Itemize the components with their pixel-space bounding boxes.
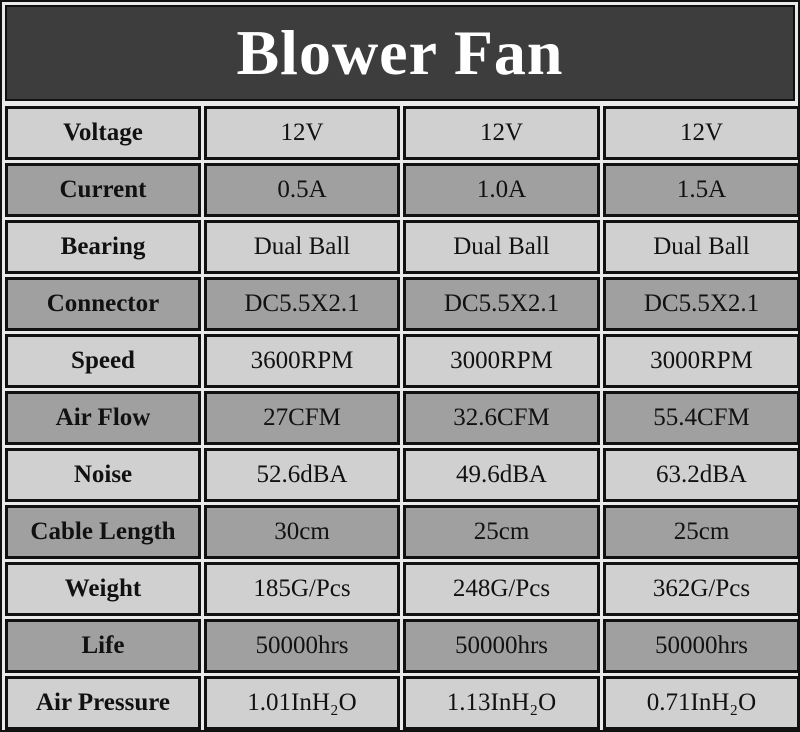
table-cell: 0.71InH₂O: [603, 676, 800, 730]
table-cell: 25cm: [403, 505, 600, 559]
table-cell: Dual Ball: [603, 220, 800, 274]
table-cell: 50000hrs: [204, 619, 400, 673]
row-label: Weight: [5, 562, 201, 616]
row-label: Air Flow: [5, 391, 201, 445]
row-label: Connector: [5, 277, 201, 331]
table-cell: 185G/Pcs: [204, 562, 400, 616]
table-cell: 12V: [403, 106, 600, 160]
row-label: Life: [5, 619, 201, 673]
table-cell: 1.5A: [603, 163, 800, 217]
table-cell: 50000hrs: [603, 619, 800, 673]
row-label: Bearing: [5, 220, 201, 274]
table-cell: 27CFM: [204, 391, 400, 445]
table-cell: 3600RPM: [204, 334, 400, 388]
table-cell: 362G/Pcs: [603, 562, 800, 616]
table-cell: 12V: [204, 106, 400, 160]
row-label: Noise: [5, 448, 201, 502]
page-title: Blower Fan: [5, 5, 795, 101]
row-label: Speed: [5, 334, 201, 388]
row-label: Air Pressure: [5, 676, 201, 730]
row-label: Current: [5, 163, 201, 217]
table-cell: 3000RPM: [603, 334, 800, 388]
table-cell: Dual Ball: [403, 220, 600, 274]
table-cell: DC5.5X2.1: [603, 277, 800, 331]
table-cell: 248G/Pcs: [403, 562, 600, 616]
table-cell: Dual Ball: [204, 220, 400, 274]
table-cell: 3000RPM: [403, 334, 600, 388]
table-cell: 50000hrs: [403, 619, 600, 673]
table-cell: DC5.5X2.1: [204, 277, 400, 331]
table-cell: 12V: [603, 106, 800, 160]
table-cell: 0.5A: [204, 163, 400, 217]
table-cell: 30cm: [204, 505, 400, 559]
row-label: Cable Length: [5, 505, 201, 559]
table-cell: 49.6dBA: [403, 448, 600, 502]
table-cell: DC5.5X2.1: [403, 277, 600, 331]
table-cell: 25cm: [603, 505, 800, 559]
spec-table: Voltage 12V 12V 12V Current 0.5A 1.0A 1.5A Beari…: [5, 106, 800, 730]
table-cell: 32.6CFM: [403, 391, 600, 445]
table-cell: 1.0A: [403, 163, 600, 217]
table-cell: 55.4CFM: [603, 391, 800, 445]
table-cell: 1.13InH₂O: [403, 676, 600, 730]
row-label: Voltage: [5, 106, 201, 160]
table-cell: 52.6dBA: [204, 448, 400, 502]
table-cell: 1.01InH₂O: [204, 676, 400, 730]
table-cell: 63.2dBA: [603, 448, 800, 502]
